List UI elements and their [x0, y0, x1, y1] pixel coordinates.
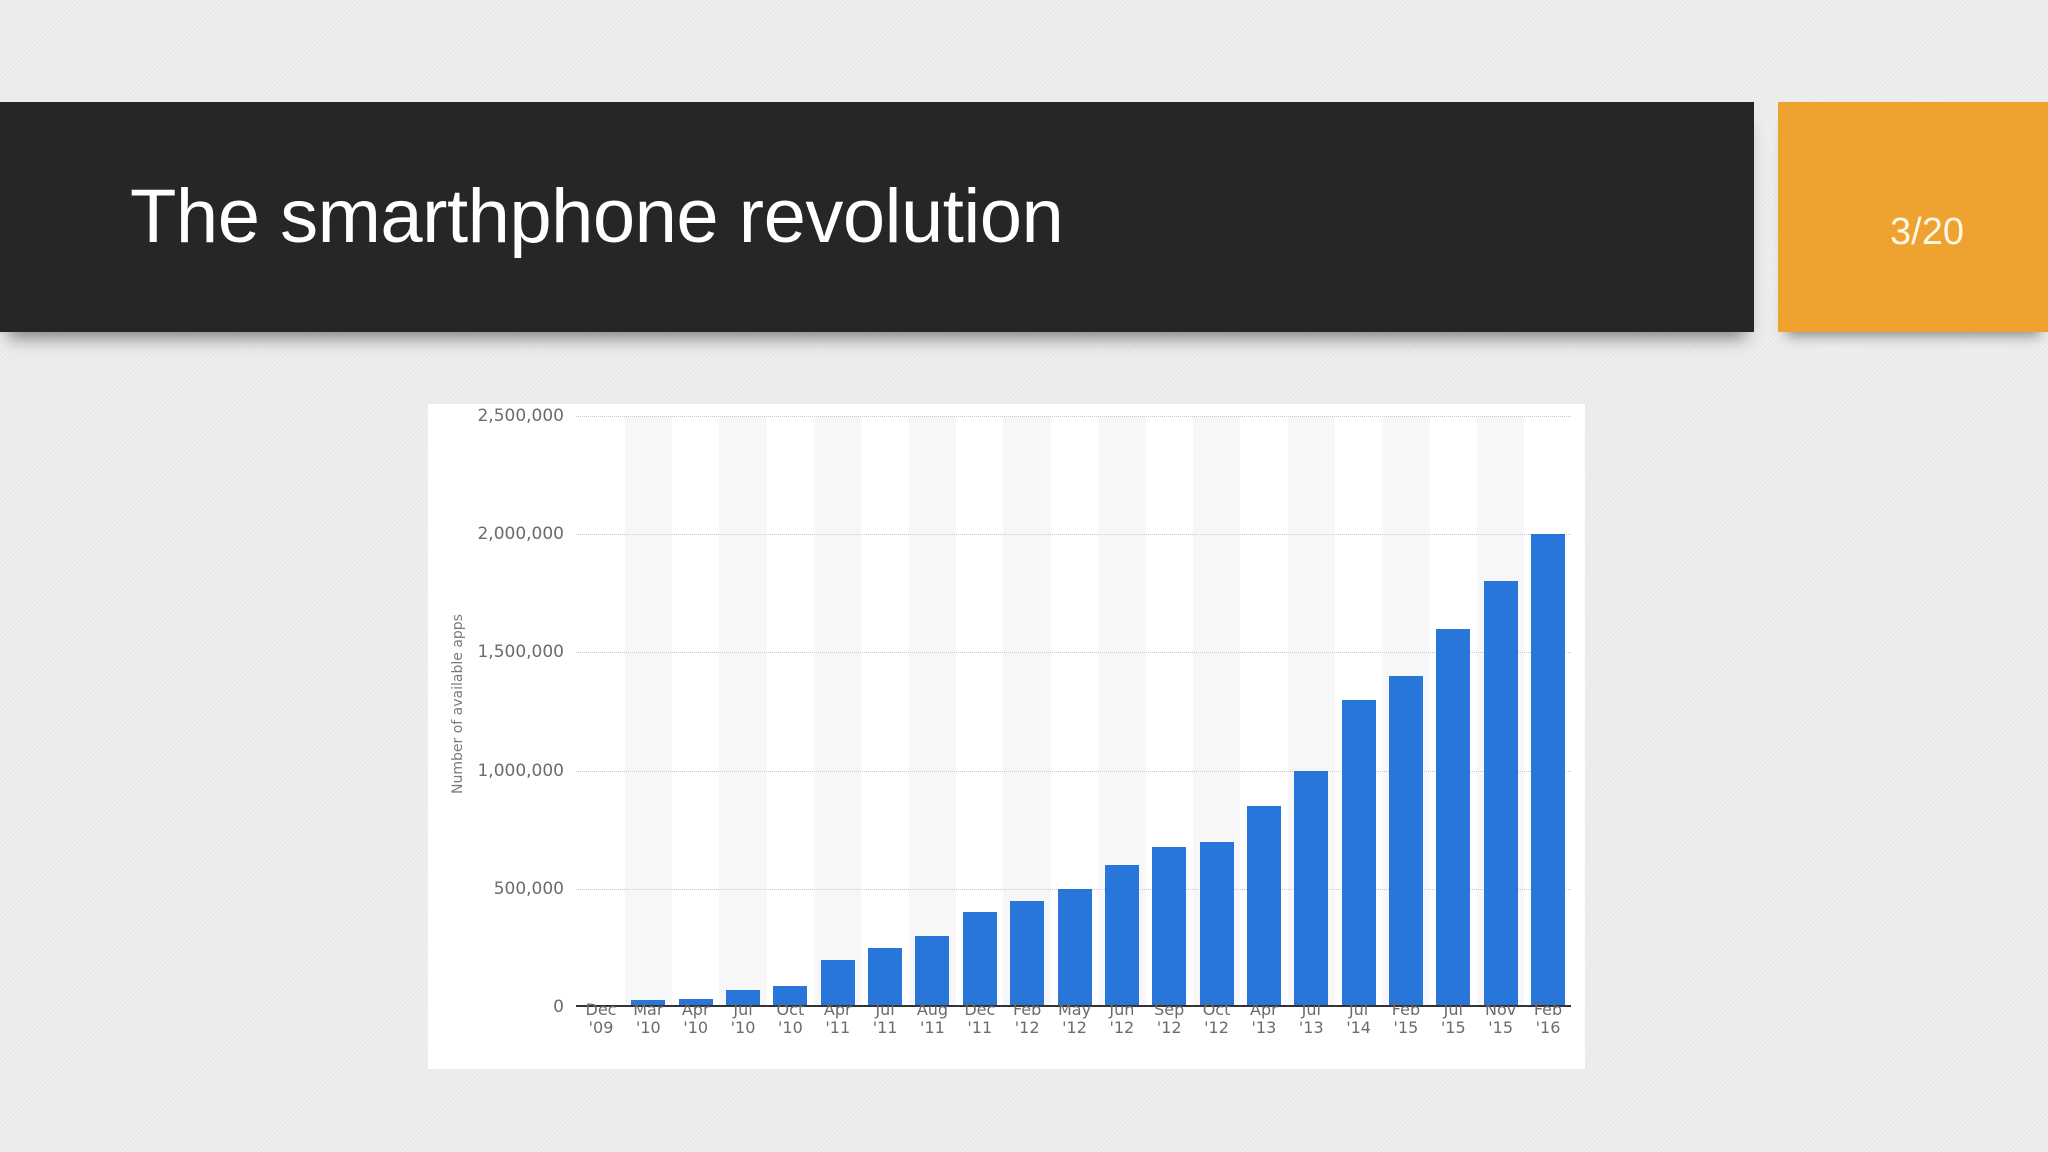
- gridline: [576, 534, 1571, 536]
- y-tick-label: 2,000,000: [477, 524, 564, 545]
- bar: [1199, 841, 1234, 1007]
- x-tick-label: Dec '09: [585, 1000, 617, 1037]
- bar: [1531, 534, 1565, 1007]
- bar: [1483, 581, 1518, 1007]
- x-tick-label: Feb '12: [1012, 1000, 1042, 1037]
- bar: [1388, 676, 1423, 1007]
- bar: [962, 912, 997, 1007]
- x-tick-label: Jul '14: [1346, 1000, 1371, 1037]
- x-tick-label: Jul '11: [872, 1000, 898, 1037]
- y-tick-label: 2,500,000: [477, 406, 564, 426]
- column-band: [624, 416, 673, 1007]
- column-band: [908, 416, 957, 1007]
- x-tick-label: Aug '11: [916, 1000, 949, 1037]
- bar: [678, 998, 713, 1007]
- x-tick-label: Jul '10: [730, 1000, 756, 1037]
- bar: [726, 990, 761, 1007]
- x-tick-label: Nov '15: [1485, 1000, 1517, 1037]
- x-axis-baseline: [576, 1005, 1571, 1007]
- bar: [1436, 628, 1471, 1007]
- gridline: [576, 416, 1571, 417]
- bar: [1341, 699, 1376, 1007]
- bar: [1294, 770, 1329, 1007]
- bar: [820, 959, 855, 1007]
- bar: [1057, 888, 1092, 1007]
- x-tick-label: Feb '15: [1391, 1000, 1421, 1037]
- x-tick-label: Apr '13: [1250, 1000, 1278, 1037]
- x-tick-label: Jul '13: [1298, 1000, 1324, 1037]
- x-tick-label: May '12: [1057, 1000, 1092, 1037]
- bar-chart: Number of available apps 0 500,000 1,000,0…: [428, 404, 1585, 1069]
- bar: [1152, 847, 1187, 1007]
- x-tick-label: Jun '12: [1109, 1000, 1135, 1037]
- y-tick-label: 1,500,000: [477, 642, 564, 663]
- bar: [1010, 900, 1045, 1007]
- x-tick-label: Oct '10: [776, 1000, 805, 1037]
- bar: [1246, 806, 1281, 1007]
- slide-title: The smarthphone revolution: [130, 174, 1064, 259]
- gridline: [576, 770, 1571, 772]
- x-tick-label: Dec '11: [964, 1000, 996, 1037]
- bar: [868, 947, 903, 1007]
- x-tick-label: Apr '11: [823, 1000, 852, 1037]
- page-indicator: 3/20: [1890, 211, 1964, 253]
- column-band: [814, 416, 862, 1007]
- plot-area: [576, 416, 1571, 1007]
- column-band: [719, 416, 767, 1007]
- bar: [915, 936, 950, 1007]
- page-indicator-box: 3/20: [1778, 102, 2048, 332]
- bar: [773, 985, 808, 1007]
- gridline: [576, 652, 1571, 654]
- title-bar: The smarthphone revolution: [0, 102, 1754, 332]
- y-tick-label: 1,000,000: [477, 760, 564, 781]
- x-tick-label: Jul '15: [1440, 1000, 1466, 1037]
- y-tick-label: 500,000: [493, 878, 564, 899]
- y-tick-label: 0: [553, 997, 564, 1017]
- bar: [631, 999, 666, 1007]
- x-tick-label: Apr '10: [681, 1000, 710, 1037]
- x-tick-label: Sep '12: [1154, 1000, 1185, 1037]
- x-tick-label: Feb '16: [1533, 1000, 1563, 1037]
- x-tick-label: Mar '10: [633, 1000, 664, 1037]
- bar: [1104, 865, 1139, 1007]
- x-tick-label: Oct '12: [1202, 1000, 1231, 1037]
